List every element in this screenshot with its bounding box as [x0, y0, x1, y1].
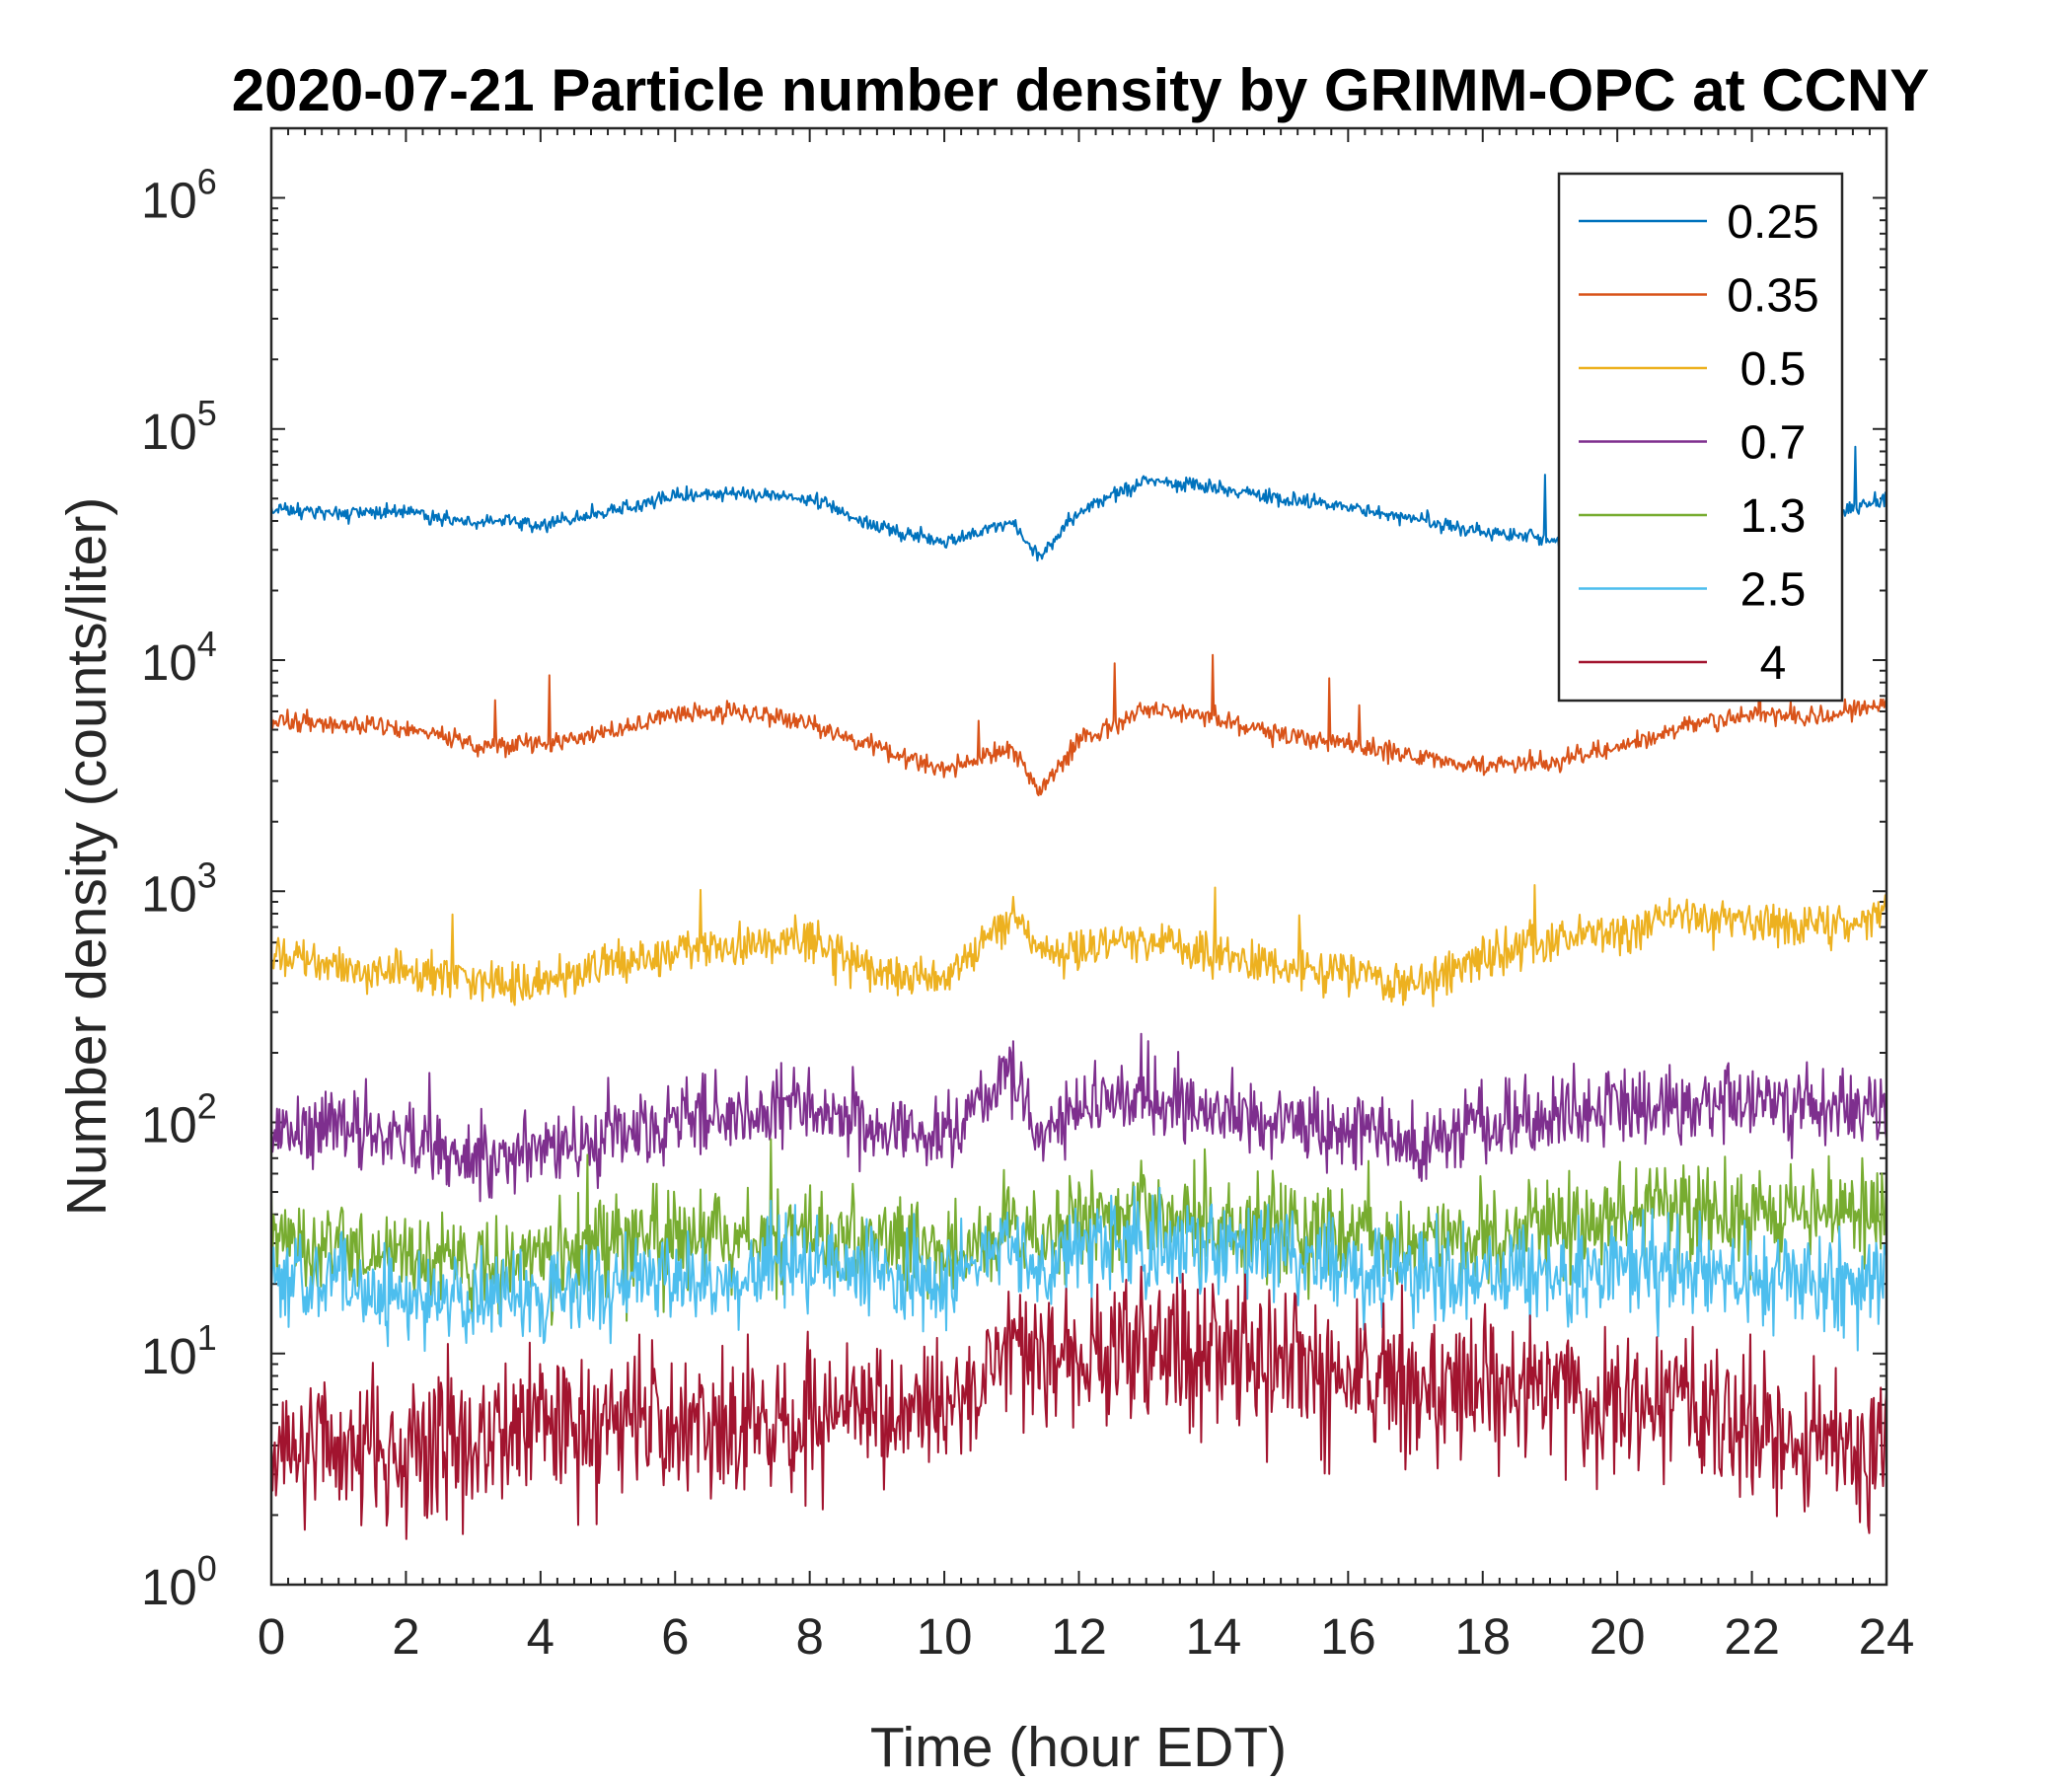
x-tick-label: 0: [258, 1608, 285, 1665]
y-tick-label: 105: [141, 393, 217, 460]
y-tick-label: 104: [141, 624, 217, 691]
x-tick-label: 4: [527, 1608, 555, 1665]
legend-label-3: 0.5: [1740, 343, 1807, 396]
plot-frame: [269, 126, 1888, 1587]
y-tick-label: 106: [141, 162, 217, 229]
x-tick-label: 2: [392, 1608, 419, 1665]
x-tick-label: 20: [1590, 1608, 1646, 1665]
x-tick-label: 6: [661, 1608, 689, 1665]
y-tick-label: 103: [141, 854, 217, 922]
y-tick-label: 101: [141, 1317, 217, 1384]
legend-label-5: 1.3: [1740, 490, 1807, 543]
series-line-2: [270, 642, 1887, 796]
legend-label-2: 0.35: [1727, 270, 1818, 323]
y-tick-label: 102: [141, 1086, 217, 1153]
x-tick-label: 18: [1454, 1608, 1511, 1665]
legend-label-6: 2.5: [1740, 564, 1807, 617]
legend: 0.25 0.35 0.5 0.7 1.3 2.5 4: [1557, 172, 1844, 703]
legend-label-4: 0.7: [1740, 417, 1807, 470]
x-tick-label: 14: [1186, 1608, 1242, 1665]
series-line-4: [270, 1032, 1887, 1203]
x-tick-label: 8: [795, 1608, 823, 1665]
x-tick-label: 22: [1724, 1608, 1780, 1665]
series-line-3: [270, 884, 1887, 1007]
y-axis-label: Number density (counts/liter): [55, 497, 118, 1217]
x-axis-label: Time (hour EDT): [870, 1716, 1287, 1776]
x-tick-labels: 0 2 4 6 8 10 12 14 16 18 20 22 24: [258, 1608, 1915, 1665]
legend-label-7: 4: [1760, 637, 1787, 690]
y-tick-labels: 100 101 102 103 104 105 106: [141, 162, 217, 1615]
x-tick-label: 12: [1051, 1608, 1107, 1665]
legend-label-1: 0.25: [1727, 196, 1818, 249]
x-tick-label: 24: [1859, 1608, 1915, 1665]
x-tick-label: 10: [917, 1608, 973, 1665]
series-line-6: [270, 1185, 1887, 1353]
legend-box: [1557, 172, 1844, 703]
y-tick-label: 100: [141, 1548, 217, 1615]
series-line-7: [270, 1265, 1887, 1540]
x-tick-label: 16: [1320, 1608, 1376, 1665]
series-line-5: [270, 1138, 1887, 1326]
chart-title: 2020-07-21 Particle number density by GR…: [232, 57, 1930, 123]
